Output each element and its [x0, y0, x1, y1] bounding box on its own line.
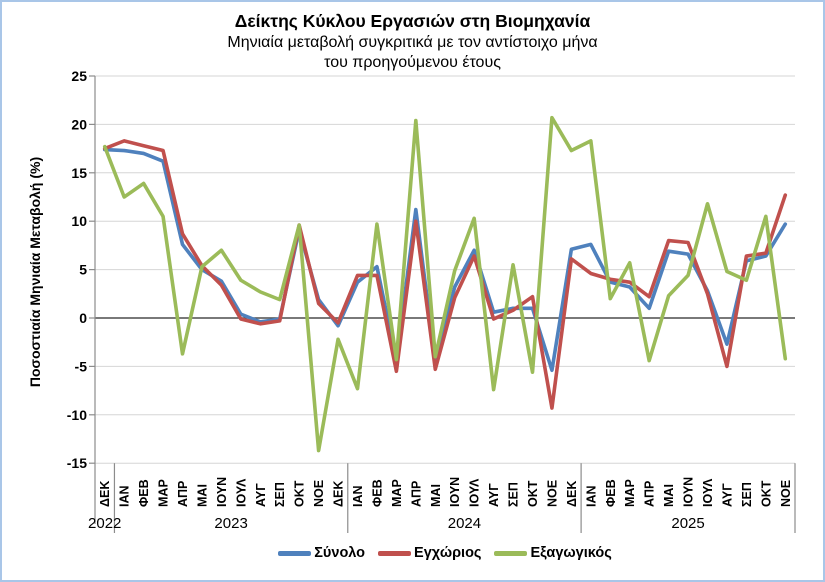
chart-title: Δείκτης Κύκλου Εργασιών στη Βιομηχανία: [234, 11, 591, 31]
month-label: ΟΚΤ: [526, 480, 540, 507]
legend-label-total: Σύνολο: [314, 545, 366, 561]
y-tick-label: 25: [71, 68, 87, 84]
month-label: ΑΠΡ: [176, 481, 190, 507]
month-label: ΣΕΠ: [273, 482, 287, 507]
month-label: ΙΟΥΝ: [215, 477, 229, 507]
month-label: ΜΑΡ: [157, 479, 171, 507]
month-label: ΜΑΙ: [662, 484, 676, 507]
series-line-domestic: [102, 139, 788, 410]
y-tick-label: 10: [71, 213, 87, 229]
total-series-swatch: [278, 550, 312, 556]
month-label: ΑΠΡ: [409, 481, 423, 507]
month-label: ΜΑΙ: [195, 484, 209, 507]
legend-label-export: Εξαγωγικός: [530, 545, 612, 561]
month-label: ΑΠΡ: [643, 481, 657, 507]
month-label: ΙΟΥΛ: [234, 478, 248, 507]
year-label: 2023: [214, 515, 247, 532]
legend-item-export: Εξαγωγικός: [494, 545, 612, 561]
chart-title-block: Δείκτης Κύκλου Εργασιών στη Βιομηχανία Μ…: [0, 9, 825, 73]
export-series-swatch: [494, 550, 528, 556]
y-tick-label: -5: [75, 358, 88, 374]
month-label: ΙΟΥΛ: [701, 478, 715, 507]
month-label: ΜΑΡ: [623, 479, 637, 507]
domestic-series-swatch: [378, 550, 412, 556]
month-label: ΙΟΥΛ: [468, 478, 482, 507]
month-label: ΔΕΚ: [332, 481, 346, 507]
year-label: 2022: [88, 515, 121, 532]
y-tick-label: 20: [71, 116, 87, 132]
month-label: ΑΥΓ: [720, 483, 734, 507]
month-label: ΙΑΝ: [584, 485, 598, 507]
legend-label-domestic: Εγχώριος: [414, 545, 482, 561]
series-line-export: [102, 115, 788, 453]
month-label: ΙΟΥΝ: [682, 477, 696, 507]
month-label: ΙΑΝ: [118, 485, 132, 507]
month-label: ΟΚΤ: [759, 480, 773, 507]
month-label: ΣΕΠ: [507, 482, 521, 507]
year-label: 2025: [671, 515, 704, 532]
year-label: 2024: [448, 515, 481, 532]
month-label: ΟΚΤ: [293, 480, 307, 507]
month-label: ΝΟΕ: [779, 480, 793, 507]
legend-item-domestic: Εγχώριος: [378, 545, 481, 561]
month-label: ΔΕΚ: [98, 481, 112, 507]
month-label: ΦΕΒ: [137, 479, 151, 507]
y-tick-label: 5: [79, 262, 87, 278]
month-label: ΦΕΒ: [370, 479, 384, 507]
series-line-total: [102, 147, 788, 373]
chart-subtitle-line1: Μηνιαία μεταβολή συγκριτικά με τον αντίσ…: [227, 34, 598, 51]
legend-item-total: Σύνολο: [278, 545, 365, 561]
month-label: ΝΟΕ: [545, 480, 559, 507]
month-label: ΑΥΓ: [487, 483, 501, 507]
month-label: ΜΑΙ: [429, 484, 443, 507]
y-tick-label: 15: [71, 165, 87, 181]
y-tick-label: 0: [79, 310, 87, 326]
chart-subtitle-line2: του προηγούμενου έτους: [324, 54, 501, 71]
y-tick-label: -10: [67, 407, 87, 423]
month-label: ΙΟΥΝ: [448, 477, 462, 507]
month-label: ΜΑΡ: [390, 479, 404, 507]
month-label: ΣΕΠ: [740, 482, 754, 507]
month-label: ΔΕΚ: [565, 481, 579, 507]
month-label: ΑΥΓ: [254, 483, 268, 507]
month-label: ΦΕΒ: [604, 479, 618, 507]
month-label: ΙΑΝ: [351, 485, 365, 507]
month-label: ΝΟΕ: [312, 480, 326, 507]
legend: Σύνολο Εγχώριος Εξαγωγικός: [95, 541, 795, 565]
y-tick-label: -15: [67, 455, 87, 471]
